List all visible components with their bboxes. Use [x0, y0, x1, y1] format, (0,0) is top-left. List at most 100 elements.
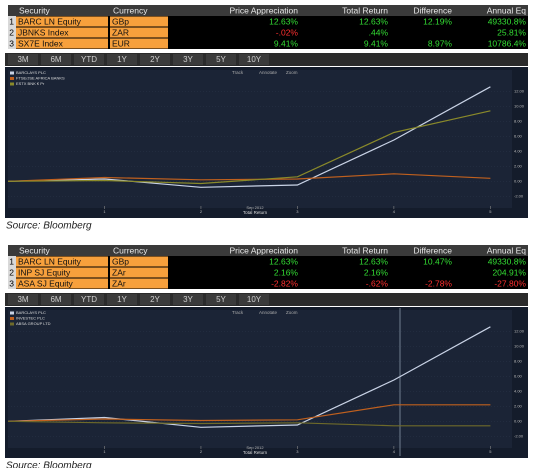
y-tick-label: 6.00	[514, 133, 523, 138]
currency-cell	[110, 267, 168, 278]
security-cell	[16, 16, 108, 27]
x-tick-label: 5	[489, 209, 492, 214]
period-label[interactable]: YTD	[81, 55, 97, 64]
x-tick-label: 2	[200, 449, 203, 454]
table-cell: 204.91%	[492, 267, 526, 277]
x-axis-label: Total Return	[243, 450, 268, 455]
security-cell	[16, 278, 108, 289]
security-cell	[16, 27, 108, 38]
y-tick-label: 4.00	[514, 148, 523, 153]
table-cell: 2	[9, 267, 14, 277]
toolbar-item[interactable]: Zoom	[286, 310, 298, 315]
row-bg	[8, 278, 528, 289]
column-header: Currency	[113, 245, 148, 255]
column-header: Difference	[413, 245, 452, 255]
period-label[interactable]: 1Y	[117, 295, 127, 304]
table-cell: BARC LN Equity	[18, 16, 82, 26]
legend-label: BARCLAYS PLC	[16, 70, 46, 75]
table-cell: 2.16%	[364, 267, 389, 277]
period-button[interactable]	[173, 54, 203, 65]
y-tick-label: 6.00	[514, 373, 523, 378]
currency-cell	[110, 256, 168, 267]
period-label[interactable]: 3Y	[183, 295, 193, 304]
y-tick-label: 12.00	[514, 328, 525, 333]
table-cell: 10.47%	[423, 256, 452, 266]
row-bg	[8, 38, 528, 49]
period-button[interactable]	[206, 54, 236, 65]
currency-cell	[110, 38, 168, 49]
period-button[interactable]	[239, 294, 269, 305]
period-label[interactable]: 5Y	[216, 55, 226, 64]
table-header	[8, 5, 528, 16]
period-button[interactable]	[41, 54, 71, 65]
period-label[interactable]: 3M	[17, 295, 28, 304]
period-button[interactable]	[206, 294, 236, 305]
period-label[interactable]: 1Y	[117, 55, 127, 64]
series-line	[7, 110, 491, 185]
period-label[interactable]: 5Y	[216, 295, 226, 304]
period-button[interactable]	[173, 294, 203, 305]
table-cell: 12.63%	[269, 16, 298, 26]
period-button[interactable]	[8, 54, 38, 65]
legend-swatch	[10, 311, 14, 315]
annotation: Sep 2012	[246, 205, 264, 210]
period-button[interactable]	[74, 294, 104, 305]
table-cell: 49330.8%	[488, 256, 527, 266]
period-label[interactable]: 10Y	[247, 55, 262, 64]
table-cell: EUR	[112, 38, 130, 48]
column-header: Price Appreciation	[229, 5, 298, 15]
security-cell	[16, 38, 108, 49]
period-label[interactable]: YTD	[81, 295, 97, 304]
row-bg	[8, 27, 528, 38]
table-cell: ZAR	[112, 27, 129, 37]
table-cell: 9.41%	[274, 38, 299, 48]
legend-swatch	[10, 71, 14, 75]
x-tick-label: 3	[296, 209, 299, 214]
period-button[interactable]	[8, 294, 38, 305]
x-tick-label: 4	[393, 449, 396, 454]
currency-cell	[110, 27, 168, 38]
table-cell: -2.82%	[271, 278, 298, 288]
table-cell: JBNKS Index	[18, 27, 69, 37]
legend-label: BARCLAYS PLC	[16, 310, 46, 315]
period-button[interactable]	[41, 294, 71, 305]
table-cell: 3	[9, 278, 14, 288]
x-tick-label: 3	[296, 449, 299, 454]
period-button[interactable]	[239, 54, 269, 65]
period-button[interactable]	[140, 54, 170, 65]
series-line	[7, 404, 491, 422]
table-cell: 10786.4%	[488, 38, 527, 48]
period-label[interactable]: 2Y	[150, 55, 160, 64]
period-button[interactable]	[107, 54, 137, 65]
table-cell: 12.63%	[359, 256, 388, 266]
table-cell: 1	[9, 16, 14, 26]
row-bg	[8, 16, 528, 27]
toolbar-item[interactable]: Zoom	[286, 70, 298, 75]
y-tick-label: 0.00	[514, 418, 523, 423]
y-tick-label: -2.00	[514, 193, 524, 198]
table-cell: 2.16%	[274, 267, 299, 277]
row-number-cell	[8, 256, 16, 267]
y-tick-label: 12.00	[514, 88, 525, 93]
period-label[interactable]: 6M	[50, 295, 61, 304]
period-label[interactable]: 3Y	[183, 55, 193, 64]
row-number-cell	[8, 267, 16, 278]
x-tick-label: 1	[103, 209, 106, 214]
toolbar-item[interactable]: Track	[232, 310, 244, 315]
period-button[interactable]	[140, 294, 170, 305]
period-label[interactable]: 2Y	[150, 295, 160, 304]
x-tick-label: 2	[200, 209, 203, 214]
toolbar-item[interactable]: Annotate	[259, 310, 278, 315]
period-label[interactable]: 10Y	[247, 295, 262, 304]
toolbar-item[interactable]: Track	[232, 70, 244, 75]
period-button[interactable]	[107, 294, 137, 305]
period-label[interactable]: 6M	[50, 55, 61, 64]
toolbar-item[interactable]: Annotate	[259, 70, 278, 75]
period-button[interactable]	[74, 54, 104, 65]
table-cell: 12.63%	[269, 256, 298, 266]
table-cell: 12.63%	[359, 16, 388, 26]
period-label[interactable]: 3M	[17, 55, 28, 64]
legend-swatch	[10, 317, 14, 320]
legend-swatch	[10, 77, 14, 80]
